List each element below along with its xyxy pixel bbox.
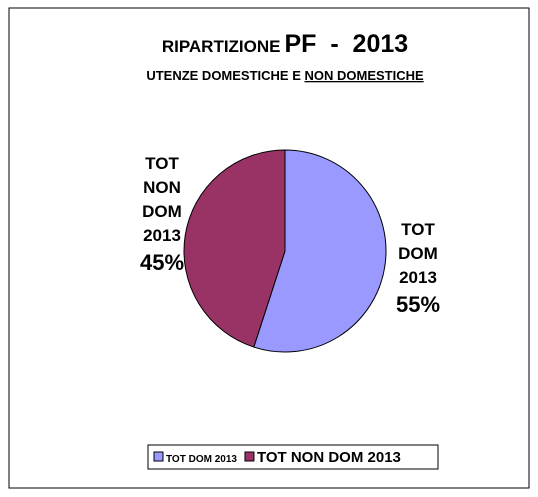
- data-label: TOT NON DOM 2013 45%: [122, 152, 202, 278]
- chart-subtitle: UTENZE DOMESTICHE E NON DOMESTICHE: [146, 68, 424, 83]
- pie-slice: [253, 149, 387, 353]
- title-part: PF - 2013: [285, 30, 409, 58]
- legend-label: TOT NON DOM 2013: [257, 449, 401, 466]
- pie-slice: [183, 149, 286, 348]
- legend-swatch: [244, 451, 255, 462]
- label-category: TOT NON DOM 2013: [142, 154, 182, 245]
- label-value: 45%: [139, 250, 185, 275]
- subtitle-part: NON DOMESTICHE: [305, 68, 425, 83]
- legend-box: [147, 444, 439, 470]
- legend-swatch: [153, 451, 164, 462]
- legend: TOT DOM 2013 TOT NON DOM 2013: [153, 449, 401, 466]
- label-value: 55%: [395, 292, 441, 317]
- label-category: TOT DOM 2013: [398, 220, 438, 287]
- chart-title: RIPARTIZIONE PF - 2013: [162, 30, 408, 58]
- legend-label: TOT DOM 2013: [166, 454, 237, 465]
- title-part: RIPARTIZIONE: [162, 37, 281, 56]
- subtitle-part: UTENZE DOMESTICHE E: [146, 68, 304, 83]
- data-label: TOT DOM 2013 55%: [378, 218, 458, 320]
- pie: [183, 149, 387, 353]
